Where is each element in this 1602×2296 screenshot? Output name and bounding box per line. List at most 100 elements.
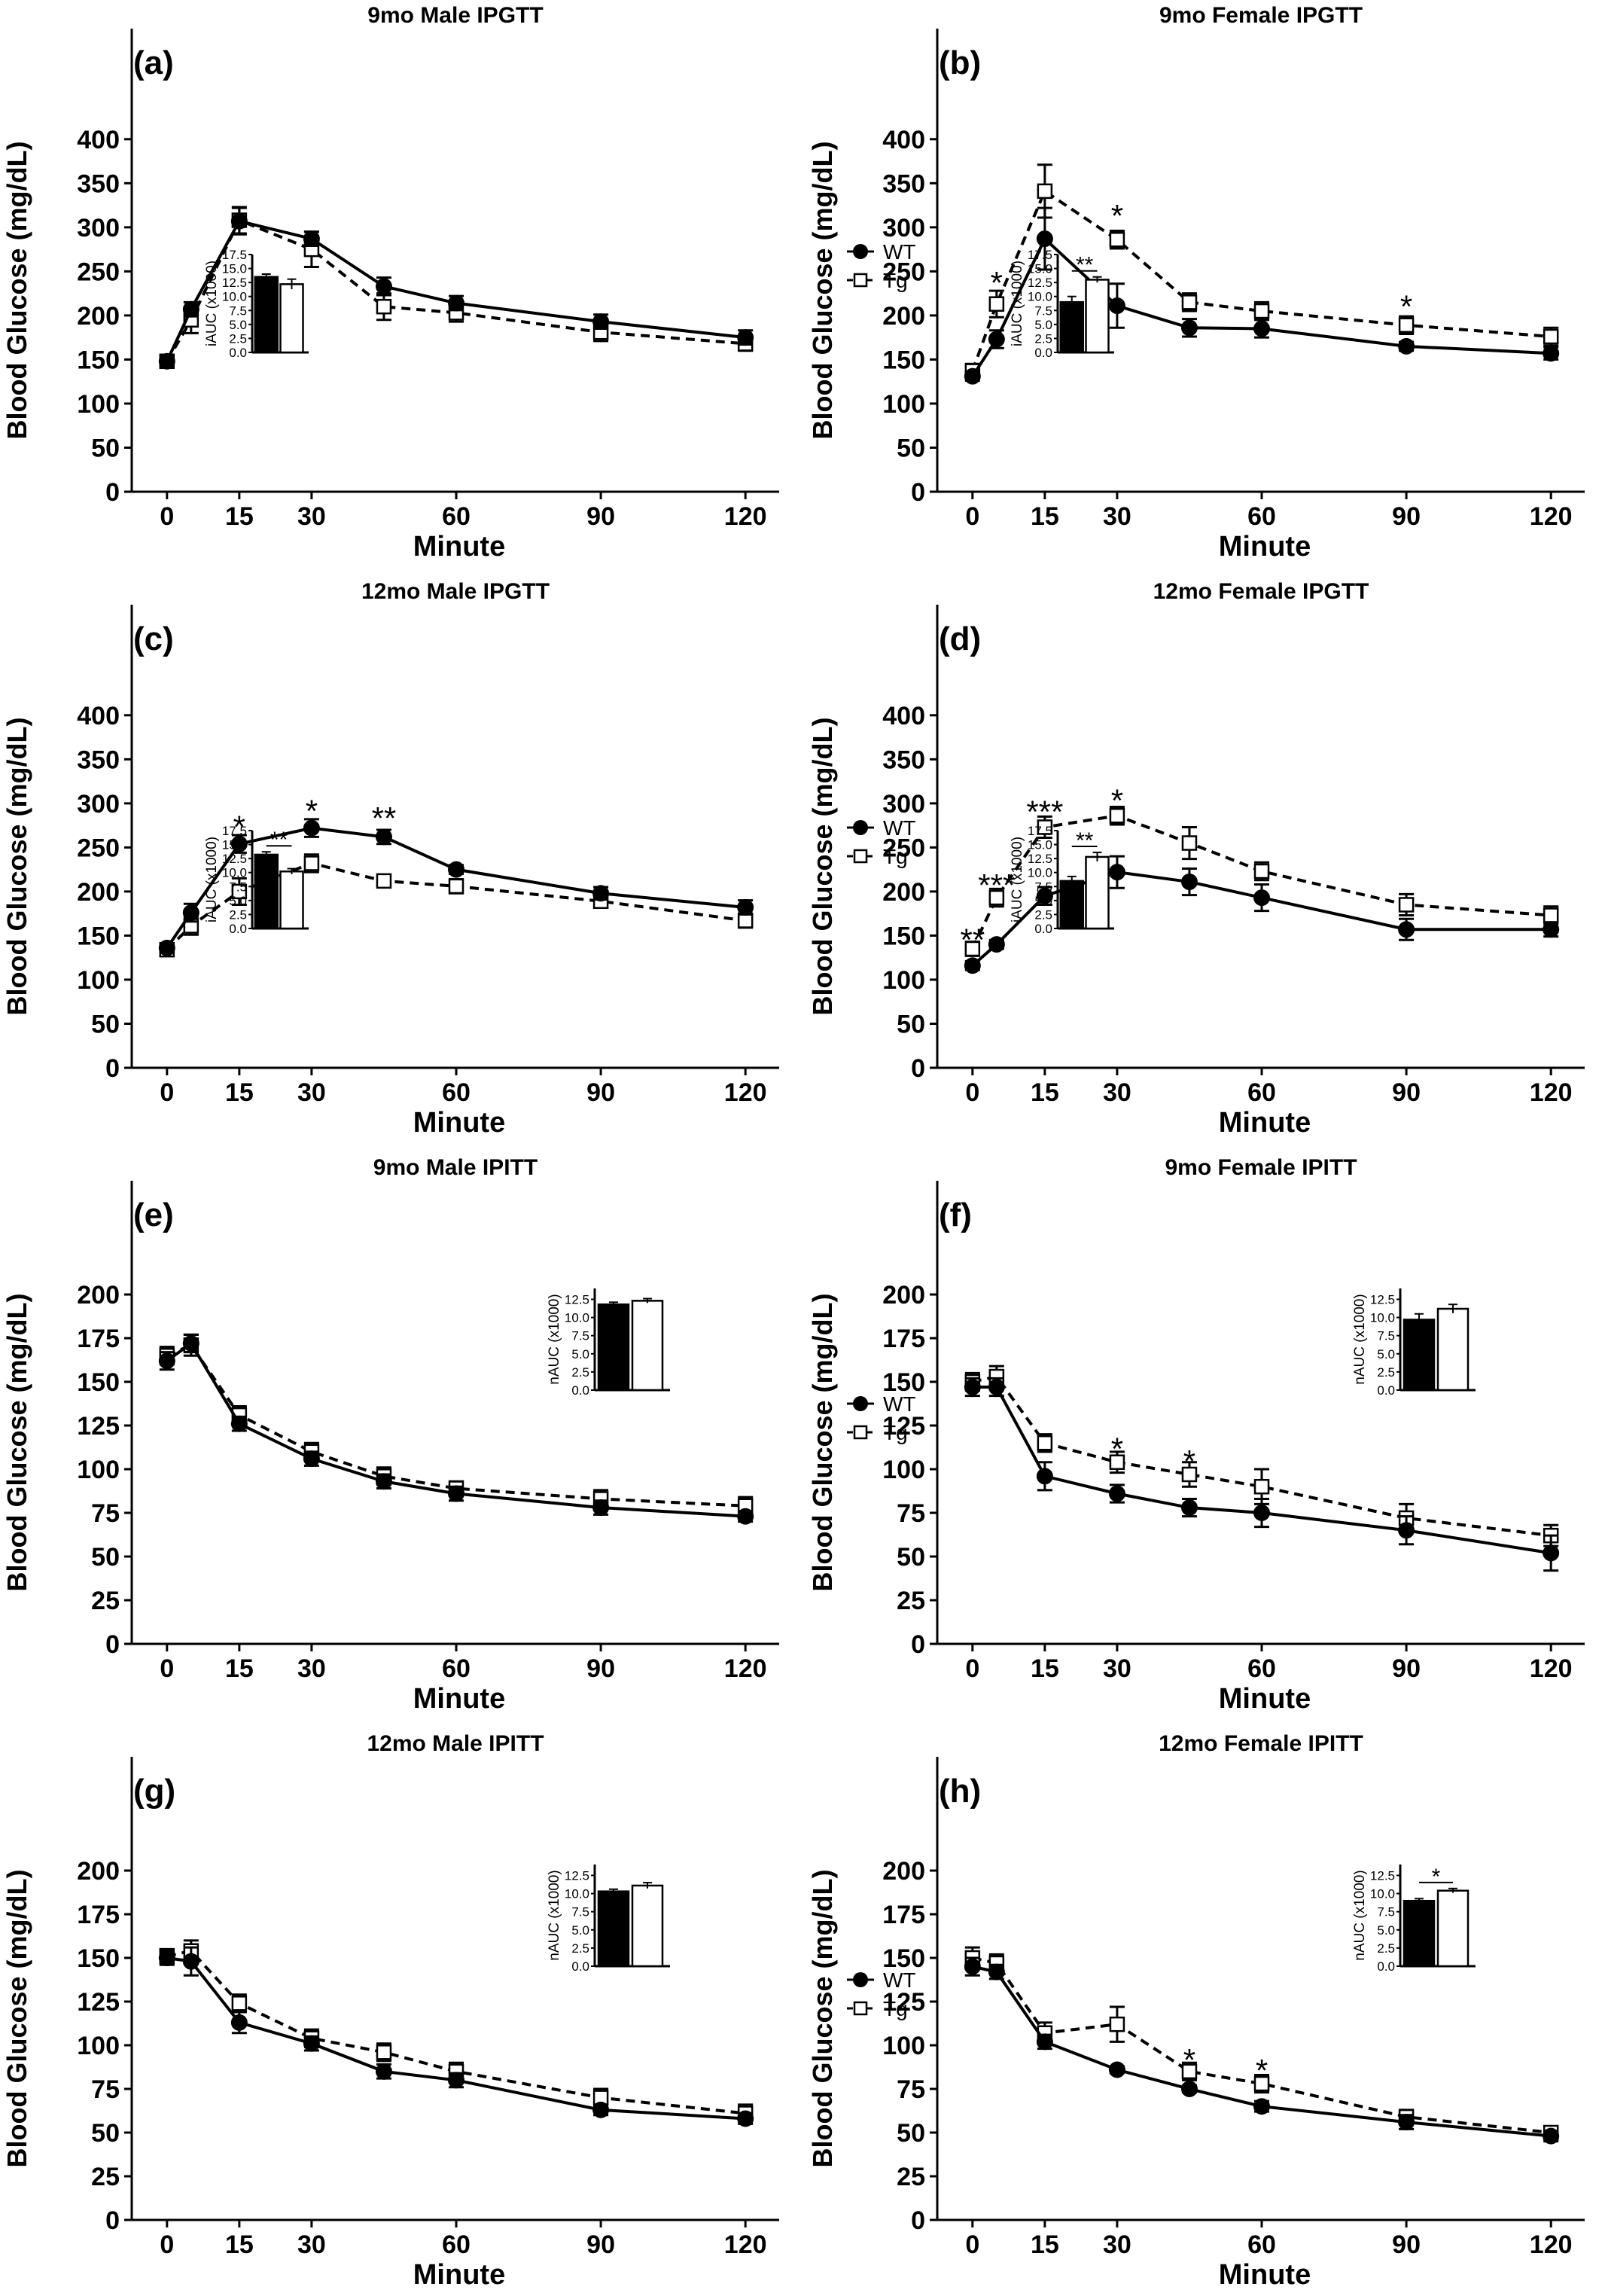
series-line-Tg	[166, 218, 746, 362]
data-point-WT	[1108, 864, 1125, 881]
x-tick-label: 15	[1031, 2230, 1059, 2259]
data-point-Tg	[1037, 1435, 1053, 1451]
y-tick-label: 125	[77, 1988, 120, 2017]
y-tick-label: 150	[882, 922, 925, 950]
panel-g: 12mo Male IPITT(g)0255075100125150175200…	[2, 1731, 916, 2291]
inset-y-label: nAUC (x1000)	[547, 1294, 562, 1384]
significance-marker: ***	[978, 867, 1015, 903]
data-point-WT	[1543, 2127, 1560, 2145]
legend-marker	[853, 1425, 868, 1440]
data-point-WT	[964, 1378, 981, 1395]
x-tick-label: 0	[965, 2230, 979, 2259]
data-point-Tg	[964, 941, 981, 957]
y-tick-label: 250	[77, 258, 120, 286]
inset-tick-label: 12.5	[1370, 1292, 1395, 1307]
data-point-Tg	[231, 1996, 248, 2011]
data-point-WT	[737, 2110, 754, 2127]
y-tick-label: 50	[897, 2119, 925, 2148]
data-point-WT	[448, 2072, 464, 2089]
y-tick-label: 300	[882, 214, 925, 242]
inset-tick-label: 0.0	[571, 1959, 589, 1974]
y-tick-label: 100	[882, 966, 925, 995]
data-point-Tg	[1253, 1478, 1270, 1495]
data-point-WT	[592, 2101, 610, 2118]
x-axis-label: Minute	[413, 2259, 505, 2291]
inset-tick-label: 12.5	[1028, 852, 1052, 866]
inset-tick-label: 5.0	[229, 318, 247, 332]
y-tick-label: 50	[897, 1543, 925, 1572]
data-point-WT	[592, 1499, 610, 1517]
data-point-Tg	[1398, 317, 1415, 334]
y-tick-label: 0	[911, 478, 925, 507]
data-point-Tg	[231, 883, 248, 900]
significance-marker: *	[1111, 1432, 1123, 1467]
inset-tick-label: 7.5	[1377, 1905, 1395, 1919]
inset-tick-label: 5.0	[1377, 1923, 1395, 1938]
y-tick-label: 75	[897, 2075, 925, 2104]
y-tick-label: 75	[91, 1499, 120, 1528]
inset-tick-label: 7.5	[1034, 303, 1052, 318]
y-tick-label: 0	[105, 478, 120, 507]
panel-title: 9mo Male IPGTT	[367, 3, 543, 28]
x-tick-label: 30	[1103, 1078, 1131, 1107]
y-tick-label: 300	[77, 790, 120, 819]
y-tick-label: 100	[882, 1456, 925, 1484]
y-axis-label: Blood Glucose (mg/dL)	[2, 718, 32, 1016]
panel-label: (g)	[133, 1773, 175, 1810]
y-tick-label: 150	[882, 1944, 925, 1973]
inset-bar-Tg	[1436, 1307, 1470, 1392]
data-point-WT	[964, 1958, 981, 1975]
y-tick-label: 400	[77, 702, 120, 730]
legend-marker	[853, 1396, 868, 1411]
inset-significance-marker: *	[1432, 1865, 1441, 1889]
y-tick-label: 50	[897, 1010, 925, 1038]
inset-tick-label: 5.0	[1377, 1347, 1395, 1361]
data-point-WT	[1253, 320, 1270, 337]
y-tick-label: 25	[91, 2163, 120, 2191]
data-point-Tg	[737, 913, 754, 928]
x-tick-label: 60	[1247, 1654, 1276, 1683]
inset-tick-label: 0.0	[1034, 922, 1052, 936]
x-tick-label: 120	[724, 2230, 767, 2259]
significance-marker: **	[372, 800, 397, 836]
inset-tick-label: 2.5	[229, 907, 247, 922]
y-tick-label: 350	[77, 746, 120, 774]
data-point-WT	[988, 936, 1005, 953]
x-tick-label: 15	[225, 1078, 254, 1107]
data-point-WT	[230, 212, 248, 230]
series-line-WT	[971, 236, 1552, 377]
data-point-WT	[1253, 2098, 1270, 2115]
inset-y-label: iAUC (x1000)	[204, 837, 220, 922]
data-point-WT	[988, 1963, 1005, 1980]
y-tick-label: 150	[77, 1368, 120, 1397]
inset-tick-label: 10.0	[222, 290, 247, 304]
inset-tick-label: 10.0	[565, 1311, 589, 1325]
data-point-Tg	[376, 298, 392, 315]
data-point-Tg	[1398, 897, 1415, 913]
inset-tick-label: 5.0	[1034, 318, 1052, 332]
y-axis-label: Blood Glucose (mg/dL)	[2, 1870, 32, 2168]
data-point-Tg	[1181, 2063, 1198, 2080]
y-tick-label: 100	[882, 2032, 925, 2060]
x-axis-label: Minute	[413, 1683, 505, 1715]
inset-tick-label: 15.0	[222, 838, 247, 852]
series-line-Tg	[166, 861, 746, 951]
legend-marker	[853, 2001, 868, 2016]
series-line-WT	[972, 1965, 1552, 2138]
y-tick-label: 300	[882, 790, 925, 819]
inset-tick-label: 0.0	[1034, 346, 1052, 360]
y-tick-label: 75	[91, 2075, 120, 2104]
panel-e: 9mo Male IPITT(e)02550751001251501752000…	[2, 1155, 916, 1715]
legend-marker	[853, 1972, 868, 1987]
inset-tick-label: 0.0	[1377, 1383, 1395, 1398]
x-tick-label: 90	[1392, 2230, 1421, 2259]
data-point-Tg	[988, 889, 1005, 906]
data-point-WT	[375, 828, 392, 846]
x-axis-label: Minute	[413, 531, 505, 563]
data-point-Tg	[1181, 1466, 1198, 1483]
series-line-WT	[166, 219, 746, 362]
data-point-Tg	[376, 873, 392, 889]
